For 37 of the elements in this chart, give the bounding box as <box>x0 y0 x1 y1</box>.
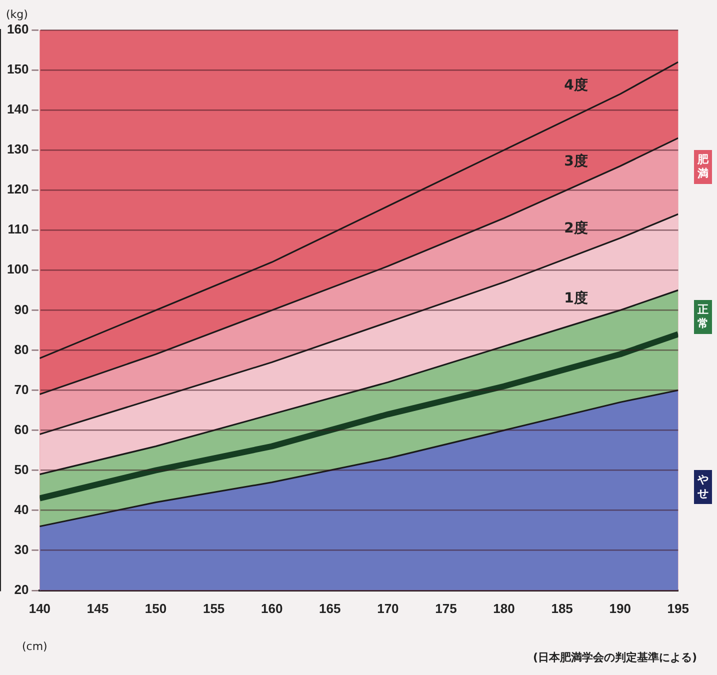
x-tick-label: 175 <box>435 600 457 616</box>
y-tick-label: 100 <box>6 262 29 277</box>
x-tick-label: 160 <box>261 600 283 616</box>
y-tick-label: 90 <box>14 302 29 317</box>
y-tick-label: 140 <box>6 102 29 117</box>
text: 肥満 <box>694 153 712 181</box>
y-tick-label: 40 <box>14 502 29 517</box>
x-tick-label: 165 <box>319 600 341 616</box>
annotation: 3度 <box>564 152 588 170</box>
y-tick-label: 160 <box>6 22 29 37</box>
x-tick-label: 190 <box>609 600 631 616</box>
y-tick-label: 20 <box>14 582 29 597</box>
x-tick-label: 195 <box>667 600 690 616</box>
x-axis-title: (cm) <box>22 640 48 653</box>
x-tick-label: 145 <box>86 600 109 616</box>
y-tick-label: 80 <box>14 342 29 357</box>
y-tick-label: 130 <box>6 142 29 157</box>
annotation: 4度 <box>564 76 588 94</box>
annotation: 2度 <box>564 220 588 237</box>
y-tick-label: 150 <box>6 62 29 77</box>
x-tick-label: 150 <box>144 600 167 616</box>
y-tick-label: 60 <box>14 422 29 437</box>
annotation: 1度 <box>564 290 588 307</box>
text: やせ <box>694 473 712 501</box>
y-tick-label: 50 <box>14 462 29 477</box>
text: 正常 <box>694 303 712 331</box>
x-tick-label: 140 <box>28 600 51 616</box>
text: (日本肥満学会の判定基準による) <box>532 650 697 665</box>
x-tick-label: 155 <box>202 600 225 616</box>
y-tick-label: 110 <box>8 222 29 237</box>
x-tick-label: 180 <box>493 600 515 616</box>
x-tick-label: 170 <box>377 600 399 616</box>
y-axis-title: (kg) <box>6 8 28 21</box>
y-tick-label: 70 <box>14 382 29 397</box>
y-tick-label: 30 <box>14 542 29 557</box>
y-tick-label: 120 <box>6 182 29 197</box>
x-tick-label: 185 <box>551 600 573 616</box>
